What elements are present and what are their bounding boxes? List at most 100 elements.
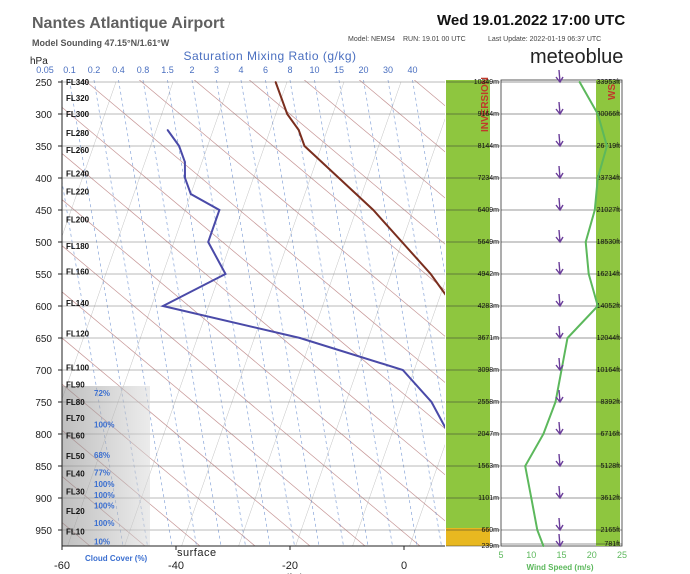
- wind-direction-arrow: [555, 421, 564, 436]
- pressure-tick-label: 900: [35, 494, 52, 505]
- dry-adiabat-line: [62, 291, 366, 546]
- flight-level-label: FL160: [66, 267, 90, 276]
- mixing-ratio-line: [216, 80, 295, 546]
- wind-direction-arrow: [555, 165, 564, 180]
- pressure-tick-label: 300: [35, 110, 52, 121]
- height-label-m: 3671m: [478, 335, 500, 342]
- height-label-m: 239m: [481, 543, 499, 550]
- dewpoint-point: [401, 369, 404, 371]
- wind-direction-arrow: [555, 325, 564, 340]
- height-label-ft: 2165ft: [601, 527, 621, 534]
- meteoblue-logo[interactable]: meteoblue: [530, 46, 624, 68]
- model-run: RUN: 19.01 00 UTC: [403, 36, 466, 43]
- mixing-ratio-label: 2: [189, 65, 194, 75]
- mixing-ratio-label: 10: [309, 65, 319, 75]
- flight-level-label: FL50: [66, 452, 85, 461]
- height-label-ft: 14052ft: [597, 303, 620, 310]
- wind-tick-label: 15: [556, 550, 566, 560]
- wind-speed-series-line: [524, 81, 608, 547]
- dry-adiabat-line: [303, 80, 445, 199]
- pressure-tick-label: 700: [35, 366, 52, 377]
- temperature-point: [286, 113, 289, 115]
- flight-level-label: FL180: [66, 242, 90, 251]
- temperature-point: [297, 129, 300, 131]
- isotherm-line: [62, 81, 117, 238]
- mixing-ratio-line: [240, 80, 320, 546]
- dry-adiabat-line: [62, 383, 256, 546]
- location-title: Nantes Atlantique Airport: [32, 15, 225, 32]
- height-label-m: 660m: [481, 527, 499, 534]
- mixing-ratio-line: [314, 80, 393, 546]
- cloud-cover-value: 100%: [94, 491, 114, 500]
- height-label-ft: 12044ft: [597, 335, 620, 342]
- flight-level-label: FL340: [66, 78, 90, 87]
- height-label-m: 1563m: [478, 463, 500, 470]
- pressure-tick-label: 850: [35, 462, 52, 473]
- temperature-point: [303, 145, 306, 147]
- flight-level-label: FL240: [66, 170, 90, 179]
- wind-tick-label: 25: [617, 550, 627, 560]
- mixing-ratio-line: [118, 80, 197, 546]
- mixing-ratio-label: 0.2: [88, 65, 101, 75]
- model-coordinates: Model Sounding 47.15°N/1.61°W: [32, 38, 170, 48]
- cloud-cover-value: 100%: [94, 480, 114, 489]
- dry-adiabat-line: [138, 80, 445, 337]
- flight-level-label: FL200: [66, 216, 90, 225]
- height-label-ft: 8392ft: [601, 399, 621, 406]
- mixing-ratio-line: [363, 80, 442, 546]
- wind-speed-point: [596, 113, 599, 115]
- pressure-tick-label: 450: [35, 206, 52, 217]
- flight-level-label: FL80: [66, 398, 85, 407]
- height-label-ft: 10164ft: [597, 367, 620, 374]
- wind-speed-point: [578, 81, 581, 83]
- flight-level-label: FL320: [66, 94, 90, 103]
- wind-speed-point: [596, 305, 599, 307]
- pressure-tick-label: 400: [35, 174, 52, 185]
- cloud-cover-value: 77%: [94, 468, 110, 477]
- pressure-tick-label: 600: [35, 302, 52, 313]
- wind-speed-point: [587, 273, 590, 275]
- isotherm-line: [181, 81, 345, 546]
- wind-direction-arrow: [555, 453, 564, 468]
- height-label-m: 5649m: [478, 239, 500, 246]
- pressure-tick-label: 950: [35, 526, 52, 537]
- wind-speed-point: [536, 529, 539, 531]
- mixing-ratio-label: 15: [334, 65, 344, 75]
- mixing-ratio-line: [338, 80, 418, 546]
- temperature-point: [280, 97, 283, 99]
- model-name: Model: NEMS4: [348, 36, 396, 43]
- wind-direction-arrow: [555, 133, 564, 148]
- height-label-ft: 30066ft: [597, 111, 620, 118]
- wind-speed-point: [524, 465, 527, 467]
- temperature-point: [372, 209, 375, 211]
- temperature-point: [274, 81, 277, 83]
- mixing-ratio-line: [191, 80, 271, 546]
- height-label-m: 2047m: [478, 431, 500, 438]
- cloud-cover-value: 68%: [94, 451, 110, 460]
- dewpoint-point: [162, 305, 164, 307]
- mixing-ratio-label: 6: [263, 65, 268, 75]
- wind-axis-label: Wind Speed (m/s): [526, 563, 593, 572]
- pressure-tick-label: 550: [35, 270, 52, 281]
- height-label-m: 8144m: [478, 143, 500, 150]
- wind-direction-arrow: [555, 293, 564, 308]
- wind-tick-label: 5: [498, 550, 503, 560]
- dewpoint-point: [184, 177, 186, 179]
- flight-level-label: FL40: [66, 470, 85, 479]
- wind-speed-point: [542, 433, 545, 435]
- dry-adiabat-line: [358, 80, 445, 153]
- mixing-ratio-label: 0.05: [36, 65, 54, 75]
- wind-direction-arrow: [555, 389, 564, 404]
- wind-direction-arrow: [555, 69, 564, 84]
- wind-direction-arrow: [555, 261, 564, 276]
- mixing-ratio-label: 0.1: [63, 65, 76, 75]
- inversion-label: INVERSION: [480, 77, 491, 132]
- mixing-ratio-label: 40: [407, 65, 417, 75]
- wind-tick-label: 10: [526, 550, 536, 560]
- height-label-ft: 781ft: [604, 541, 620, 548]
- dewpoint-point: [178, 145, 181, 147]
- wind-speed-point: [596, 177, 599, 179]
- pressure-tick-label: 750: [35, 398, 52, 409]
- flight-level-label: FL140: [66, 299, 90, 308]
- wind-direction-arrow: [555, 485, 564, 500]
